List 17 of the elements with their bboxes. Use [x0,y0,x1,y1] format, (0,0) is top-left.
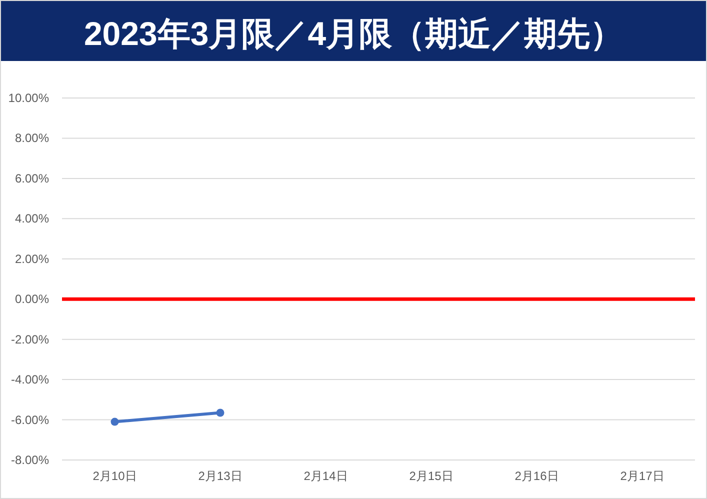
chart-title: 2023年3月限／4月限（期近／期先） [84,15,624,52]
y-tick-label: -8.00% [10,453,50,467]
x-tick-label: 2月15日 [409,469,454,483]
y-tick-label: -4.00% [10,372,50,387]
x-tick-label: 2月10日 [92,469,137,483]
x-tick-label: 2月13日 [198,469,242,483]
y-tick-label: 2.00% [14,252,50,266]
y-tick-label: 6.00% [14,171,50,186]
y-tick-label: 8.00% [14,131,50,146]
y-tick-label: -6.00% [10,412,50,427]
y-tick-label: 4.00% [14,212,50,226]
y-tick-label: 10.00% [8,91,50,105]
x-tick-label: 2月14日 [304,469,348,483]
x-tick-label: 2月17日 [620,469,664,483]
y-tick-label: 0.00% [14,292,50,306]
x-tick-label: 2月16日 [514,469,559,483]
y-tick-label: -2.00% [10,332,50,346]
